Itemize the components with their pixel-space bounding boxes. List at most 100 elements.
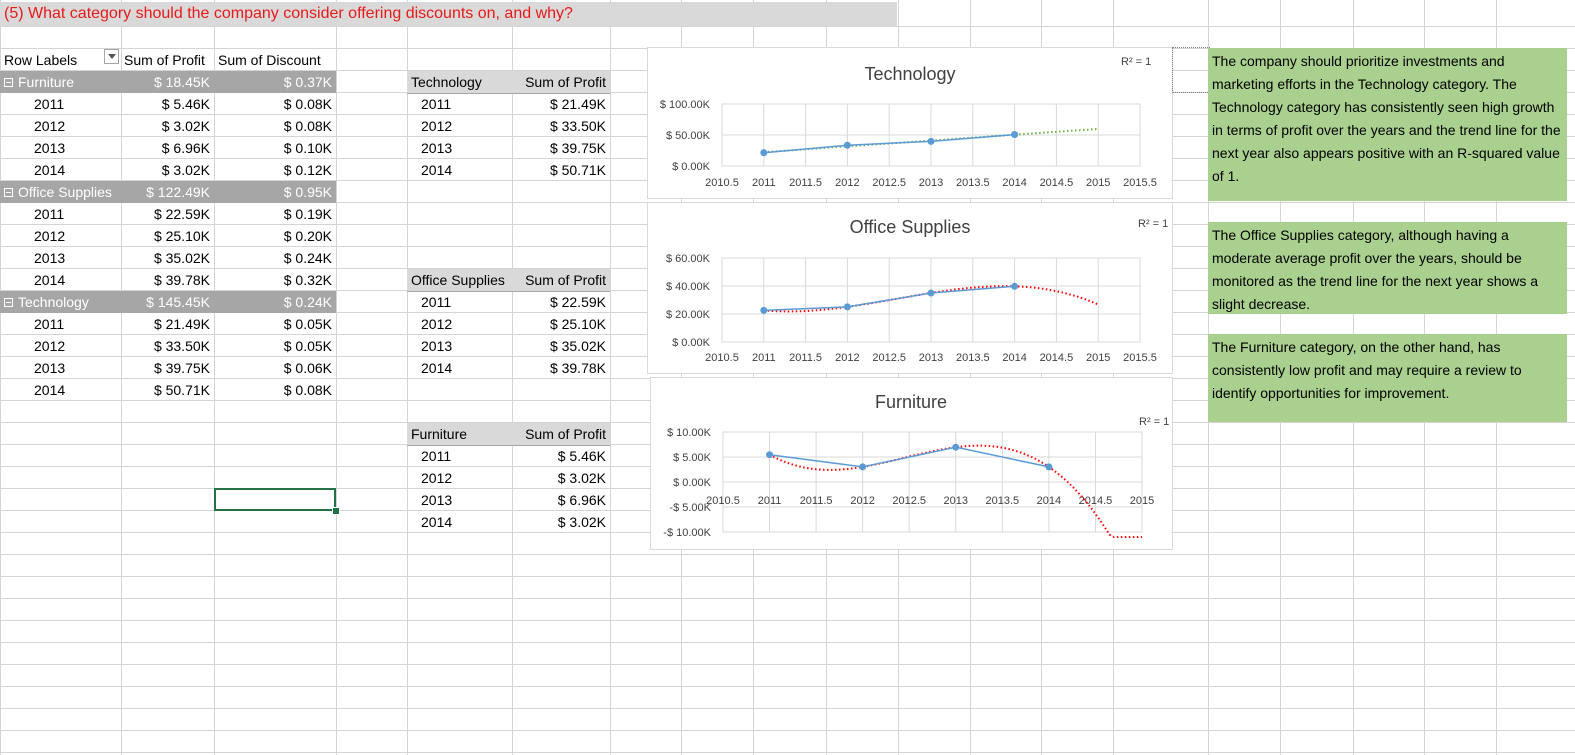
pivot-discount-cell[interactable]: $ 0.05K	[283, 338, 332, 354]
pivot-profit-cell[interactable]: $ 3.02K	[161, 162, 210, 178]
pivot-group-label[interactable]: Technology	[0, 291, 160, 313]
pivot-profit-cell[interactable]: $ 35.02K	[153, 250, 210, 266]
note-technology[interactable]: The company should prioritize investment…	[1208, 48, 1567, 201]
question-title[interactable]: (5) What category should the company con…	[4, 5, 573, 22]
pivot-year-cell[interactable]: 2014	[34, 162, 66, 178]
pivot-discount-cell[interactable]: $ 0.24K	[283, 250, 332, 266]
small-table-year[interactable]: 2012	[421, 118, 453, 134]
small-table-profit[interactable]: $ 50.71K	[549, 162, 606, 178]
small-table-col-header[interactable]: Sum of Profit	[525, 74, 606, 90]
pivot-group-discount[interactable]: $ 0.95K	[283, 184, 332, 200]
y-tick-label: $ 0.00K	[672, 337, 711, 349]
pivot-year-cell[interactable]: 2013	[34, 360, 66, 376]
chart-technology[interactable]: Technology R² = 1 2010.5 2011 2011.5 2012 2012…	[647, 47, 1173, 199]
question-bar	[0, 2, 897, 26]
small-table-year[interactable]: 2012	[421, 316, 453, 332]
small-table-title[interactable]: Office Supplies	[411, 272, 505, 288]
pivot-group-profit[interactable]: $ 18.45K	[153, 74, 210, 90]
small-table-year[interactable]: 2013	[421, 338, 453, 354]
small-table-profit[interactable]: $ 3.02K	[557, 470, 606, 486]
pivot-group-discount[interactable]: $ 0.24K	[283, 294, 332, 310]
small-table-year[interactable]: 2011	[421, 294, 452, 310]
collapse-icon[interactable]	[4, 187, 13, 197]
pivot-profit-cell[interactable]: $ 25.10K	[153, 228, 210, 244]
pivot-profit-cell[interactable]: $ 22.59K	[153, 206, 210, 222]
r-squared-selection-box[interactable]	[1172, 47, 1210, 93]
collapse-icon[interactable]	[4, 297, 13, 307]
pivot-group-label[interactable]: Office Supplies	[0, 181, 160, 203]
pivot-discount-cell[interactable]: $ 0.10K	[283, 140, 332, 156]
pivot-group-label[interactable]: Furniture	[0, 71, 160, 93]
small-table-year[interactable]: 2014	[421, 514, 453, 530]
note-office-supplies[interactable]: The Office Supplies category, although h…	[1208, 222, 1567, 314]
chart-furniture[interactable]: Furniture R² = 1 2010.5 2011 2011.5 2012 2012.…	[650, 377, 1173, 550]
y-tick-label: $ 60.00K	[666, 253, 711, 265]
selected-cell[interactable]	[214, 488, 336, 511]
pivot-discount-cell[interactable]: $ 0.20K	[283, 228, 332, 244]
small-table-year[interactable]: 2014	[421, 162, 453, 178]
pivot-group-profit[interactable]: $ 122.49K	[146, 184, 210, 200]
x-tick-label: 2014	[1037, 495, 1061, 507]
pivot-discount-cell[interactable]: $ 0.08K	[283, 118, 332, 134]
small-table-profit[interactable]: $ 39.78K	[549, 360, 606, 376]
small-table-year[interactable]: 2011	[421, 96, 452, 112]
pivot-group-discount[interactable]: $ 0.37K	[283, 74, 332, 90]
pivot-group-row	[0, 181, 336, 203]
pivot-year-cell[interactable]: 2013	[34, 250, 66, 266]
pivot-discount-cell[interactable]: $ 0.12K	[283, 162, 332, 178]
small-table-title[interactable]: Furniture	[411, 426, 468, 442]
small-table-profit[interactable]: $ 3.02K	[557, 514, 606, 530]
pivot-group-profit[interactable]: $ 145.45K	[146, 294, 210, 310]
pivot-year-cell[interactable]: 2011	[34, 206, 65, 222]
pivot-discount-cell[interactable]: $ 0.08K	[283, 96, 332, 112]
collapse-icon[interactable]	[4, 77, 13, 87]
row-labels-filter-button[interactable]	[104, 49, 119, 64]
pivot-header-discount[interactable]: Sum of Discount	[218, 52, 321, 68]
small-table-profit[interactable]: $ 6.96K	[557, 492, 606, 508]
pivot-profit-cell[interactable]: $ 33.50K	[153, 338, 210, 354]
small-table-profit[interactable]: $ 35.02K	[549, 338, 606, 354]
pivot-year-cell[interactable]: 2013	[34, 140, 66, 156]
small-table-profit[interactable]: $ 21.49K	[549, 96, 606, 112]
small-table-profit[interactable]: $ 25.10K	[549, 316, 606, 332]
chart-office-supplies[interactable]: Office Supplies R² = 1 2010.5 2011 2011.5 201…	[647, 202, 1173, 374]
small-table-year[interactable]: 2013	[421, 140, 453, 156]
small-table-profit[interactable]: $ 22.59K	[549, 294, 606, 310]
small-table-year[interactable]: 2011	[421, 448, 452, 464]
pivot-profit-cell[interactable]: $ 39.75K	[153, 360, 210, 376]
pivot-profit-cell[interactable]: $ 5.46K	[161, 96, 210, 112]
pivot-header-row-labels[interactable]: Row Labels	[4, 52, 78, 68]
pivot-discount-cell[interactable]: $ 0.06K	[283, 360, 332, 376]
small-table-year[interactable]: 2014	[421, 360, 453, 376]
small-table-year[interactable]: 2013	[421, 492, 453, 508]
small-table-profit[interactable]: $ 5.46K	[557, 448, 606, 464]
pivot-year-cell[interactable]: 2012	[34, 118, 66, 134]
x-tick-label: 2014	[1002, 352, 1026, 364]
pivot-year-cell[interactable]: 2012	[34, 338, 66, 354]
pivot-discount-cell[interactable]: $ 0.05K	[283, 316, 332, 332]
small-table-title[interactable]: Technology	[411, 74, 482, 90]
pivot-discount-cell[interactable]: $ 0.32K	[283, 272, 332, 288]
pivot-year-cell[interactable]: 2014	[34, 272, 66, 288]
small-table-col-header[interactable]: Sum of Profit	[525, 272, 606, 288]
x-tick-label: 2015	[1086, 352, 1110, 364]
pivot-discount-cell[interactable]: $ 0.08K	[283, 382, 332, 398]
y-tick-label: $ 50.00K	[666, 130, 711, 142]
note-furniture[interactable]: The Furniture category, on the other han…	[1208, 334, 1567, 422]
pivot-profit-cell[interactable]: $ 3.02K	[161, 118, 210, 134]
pivot-year-cell[interactable]: 2014	[34, 382, 66, 398]
pivot-year-cell[interactable]: 2012	[34, 228, 66, 244]
pivot-profit-cell[interactable]: $ 50.71K	[153, 382, 210, 398]
small-table-year[interactable]: 2012	[421, 470, 453, 486]
pivot-profit-cell[interactable]: $ 6.96K	[161, 140, 210, 156]
pivot-year-cell[interactable]: 2011	[34, 96, 65, 112]
pivot-header-profit[interactable]: Sum of Profit	[124, 52, 205, 68]
pivot-profit-cell[interactable]: $ 21.49K	[153, 316, 210, 332]
small-table-profit[interactable]: $ 39.75K	[549, 140, 606, 156]
pivot-discount-cell[interactable]: $ 0.19K	[283, 206, 332, 222]
small-table-profit[interactable]: $ 33.50K	[549, 118, 606, 134]
pivot-profit-cell[interactable]: $ 39.78K	[153, 272, 210, 288]
small-table-col-header[interactable]: Sum of Profit	[525, 426, 606, 442]
pivot-year-cell[interactable]: 2011	[34, 316, 65, 332]
fill-handle[interactable]	[332, 507, 340, 515]
